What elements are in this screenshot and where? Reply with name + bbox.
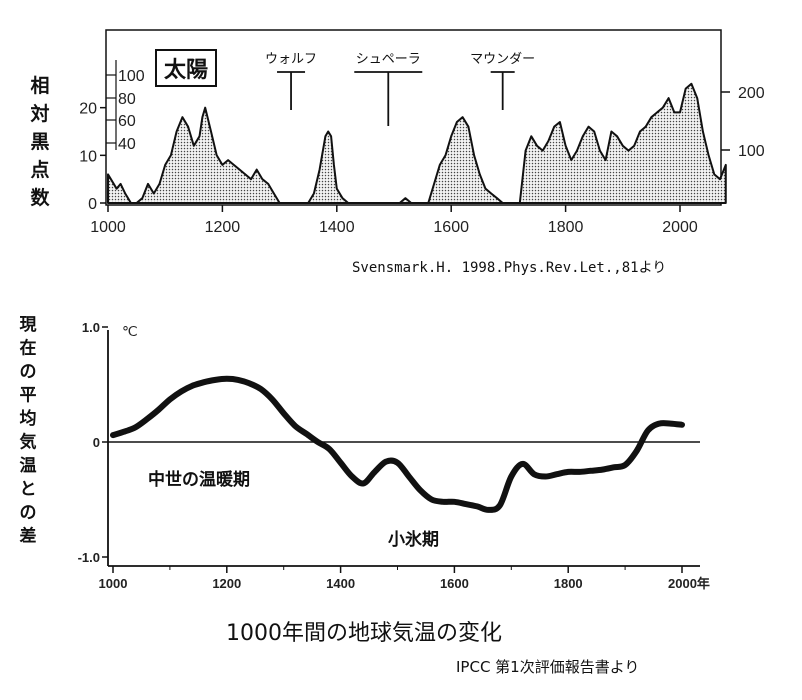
sun-label: 太陽 xyxy=(164,58,208,83)
sunspot-x-tick-label: 1200 xyxy=(205,219,241,236)
temperature-y-tick-label: 1.0 xyxy=(82,320,100,335)
sun-label-box xyxy=(155,49,217,87)
svg-text:現在の平均気温との差: 現在の平均気温との差 xyxy=(19,315,37,547)
sunspot-left-tick-label: 10 xyxy=(79,148,97,165)
sunspot-chart: 相対黒点数 0 10 20 40 60 80 100 100 200 1000 1200 140… xyxy=(29,29,765,236)
minimum-label: シュペーラ xyxy=(356,52,421,67)
sunspot-x-tick-label: 1400 xyxy=(319,219,355,236)
temperature-x-tick-label: 1400 xyxy=(326,576,355,591)
little-ice-age-label: 小氷期 xyxy=(388,529,439,550)
sunspot-ylabel: 相対黒点数 xyxy=(29,75,50,209)
sunspot-minima: ウォルフ シュペーラ マウンダー xyxy=(265,52,535,126)
sunspot-x-axis: 1000 1200 1400 1600 1800 2000 xyxy=(90,205,698,236)
medieval-warm-period-label: 中世の温暖期 xyxy=(148,469,250,490)
sunspot-frame xyxy=(105,29,722,206)
sunspot-left-axis: 0 10 20 xyxy=(79,101,106,213)
temperature-x-tick-label: 1600 xyxy=(440,576,469,591)
sunspot-x-tick-label: 1000 xyxy=(90,219,126,236)
temperature-x-tick-label: 1800 xyxy=(554,576,583,591)
temperature-y-tick-label: 0 xyxy=(93,435,100,450)
sunspot-inner-tick-label: 60 xyxy=(118,113,136,130)
minimum-label: マウンダー xyxy=(470,52,535,67)
sunspot-inner-tick-label: 80 xyxy=(118,91,136,108)
minimum-label: ウォルフ xyxy=(265,52,317,67)
sunspot-x-tick-label: 2000 xyxy=(662,219,698,236)
sunspot-x-tick-label: 1600 xyxy=(433,219,469,236)
temperature-y-tick-label: -1.0 xyxy=(78,550,100,565)
sunspot-left-tick-label: 0 xyxy=(88,196,97,213)
sunspot-inner-axis: 40 60 80 100 xyxy=(106,60,145,153)
temperature-x-ticks: 1000 1200 1400 1600 1800 2000年 xyxy=(99,566,710,591)
temperature-ylabel: 現在の平均気温との差 xyxy=(19,315,37,547)
celsius-unit: ℃ xyxy=(122,323,138,339)
sunspot-right-axis: 100 200 xyxy=(721,85,765,160)
svg-text:相対黒点数: 相対黒点数 xyxy=(29,75,50,209)
sunspot-right-tick-label: 100 xyxy=(738,143,765,160)
bottom-chart-title: 1000年間の地球気温の変化 xyxy=(226,621,502,646)
sunspot-inner-tick-label: 40 xyxy=(118,136,136,153)
bottom-source-citation: IPCC 第1次評価報告書より xyxy=(456,658,639,676)
temperature-y-ticks: 1.0 0 -1.0 xyxy=(78,320,108,565)
sunspot-inner-tick-label: 100 xyxy=(118,68,145,85)
top-source-citation: Svensmark.H. 1998.Phys.Rev.Let.,81より xyxy=(352,260,666,276)
temperature-x-tick-label: 1200 xyxy=(212,576,241,591)
temperature-line xyxy=(110,375,685,513)
sunspot-x-tick-label: 1800 xyxy=(548,219,584,236)
sunspot-right-tick-label: 200 xyxy=(738,85,765,102)
temperature-x-tick-label: 2000年 xyxy=(668,576,710,591)
sunspot-area xyxy=(107,82,727,204)
sunspot-left-tick-label: 20 xyxy=(79,101,97,118)
temperature-x-tick-label: 1000 xyxy=(99,576,128,591)
temperature-chart: 1.0 0 -1.0 1000 1200 1400 1600 1800 2000年 ℃ 中世の… xyxy=(19,315,710,591)
